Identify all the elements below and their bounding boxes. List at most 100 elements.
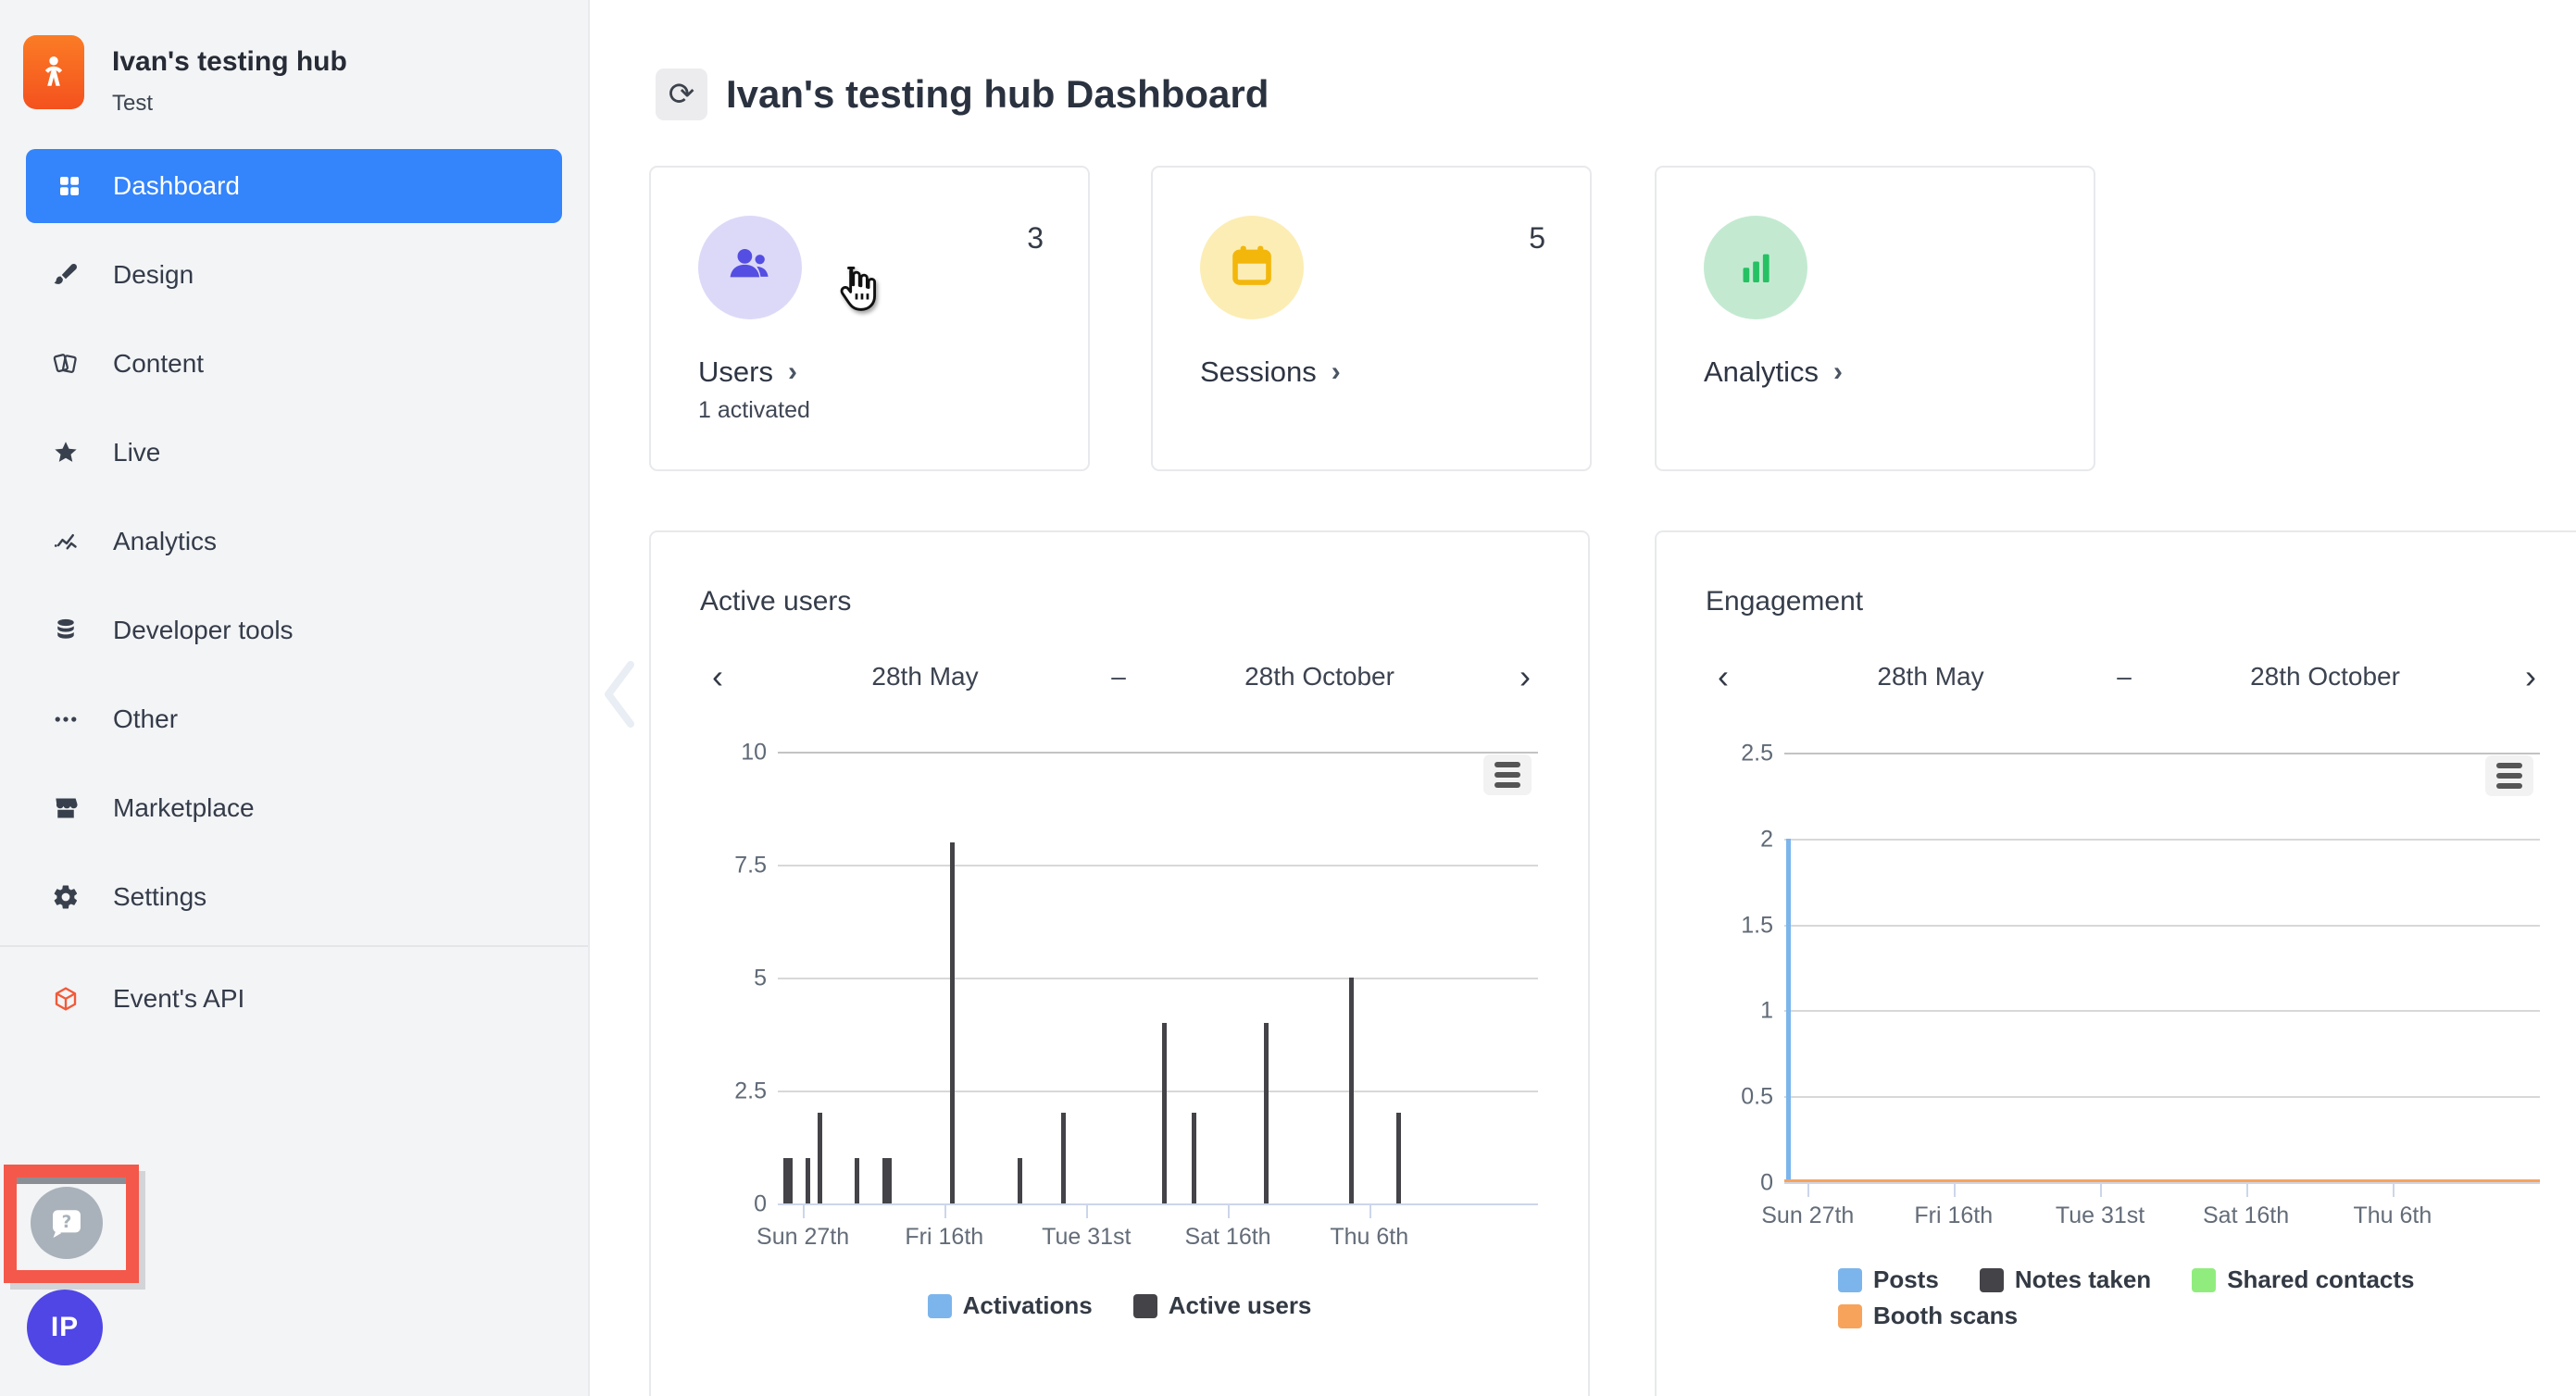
range-start-date[interactable]: 28th May bbox=[871, 662, 979, 691]
sidebar-item-label: Developer tools bbox=[113, 616, 294, 644]
legend-item-posts[interactable]: Posts bbox=[1838, 1265, 1939, 1294]
sidebar-nav: Dashboard Design Content Live Analytics Devel… bbox=[0, 142, 588, 941]
sidebar-item-other[interactable]: Other bbox=[0, 675, 588, 764]
stat-card-count: 3 bbox=[1027, 221, 1044, 255]
y-gridline bbox=[1784, 1010, 2540, 1013]
bar-chart-icon bbox=[1731, 241, 1781, 295]
legend-item-active-users[interactable]: Active users bbox=[1132, 1291, 1311, 1320]
calendar-icon bbox=[1227, 241, 1277, 295]
sidebar-item-content[interactable]: Content bbox=[0, 319, 588, 408]
legend-swatch bbox=[1132, 1293, 1157, 1318]
next-range-button[interactable]: › bbox=[1519, 657, 1531, 695]
sidebar-item-event-s-api[interactable]: Event's API bbox=[0, 957, 588, 1041]
data-bar-active-users bbox=[882, 1158, 888, 1203]
sidebar-item-live[interactable]: Live bbox=[0, 408, 588, 497]
legend-item-shared-contacts[interactable]: Shared contacts bbox=[2192, 1265, 2415, 1294]
database-icon bbox=[52, 617, 80, 644]
cards-icon bbox=[52, 350, 80, 378]
x-axis-label: Fri 16th bbox=[1914, 1203, 1994, 1228]
pulse-icon bbox=[52, 528, 80, 555]
stat-card-link[interactable]: Users › bbox=[698, 355, 797, 389]
y-axis-label: 0.5 bbox=[1741, 1083, 1773, 1110]
legend-item-activations[interactable]: Activations bbox=[927, 1291, 1093, 1320]
help-button[interactable]: ? bbox=[31, 1187, 103, 1259]
y-gridline bbox=[1784, 1096, 2540, 1099]
org-header[interactable]: Ivan's testing hub Test bbox=[23, 35, 347, 117]
y-axis-label: 1.5 bbox=[1741, 912, 1773, 939]
x-axis-tick bbox=[2245, 1184, 2248, 1197]
chat-question-icon: ? bbox=[53, 1210, 81, 1239]
y-gridline bbox=[778, 865, 1538, 866]
x-axis-tick bbox=[1953, 1184, 1956, 1197]
stat-card-analytics[interactable]: Analytics › bbox=[1655, 166, 2095, 471]
sidebar-item-design[interactable]: Design bbox=[0, 231, 588, 319]
sidebar-item-dashboard[interactable]: Dashboard bbox=[26, 149, 562, 223]
range-separator: – bbox=[2117, 662, 2132, 691]
dots-icon bbox=[52, 705, 80, 733]
sidebar-item-analytics[interactable]: Analytics bbox=[0, 497, 588, 586]
x-axis-label: Tue 31st bbox=[2055, 1203, 2145, 1228]
users-icon bbox=[725, 241, 775, 295]
range-end-date[interactable]: 28th October bbox=[1244, 662, 1394, 691]
sidebar-item-label: Marketplace bbox=[113, 793, 255, 822]
y-gridline bbox=[1784, 753, 2540, 754]
y-gridline bbox=[778, 752, 1538, 754]
chart-context-menu-button[interactable] bbox=[2485, 755, 2533, 796]
sidebar-item-settings[interactable]: Settings bbox=[0, 853, 588, 941]
x-axis-label: Thu 6th bbox=[1330, 1224, 1409, 1250]
hamburger-bar bbox=[2496, 783, 2522, 789]
brush-icon bbox=[52, 261, 80, 289]
data-bar-active-users bbox=[854, 1158, 859, 1203]
sidebar-collapse-icon[interactable] bbox=[597, 657, 640, 731]
refresh-button[interactable]: ⟳ bbox=[656, 69, 707, 120]
data-bar-active-users bbox=[788, 1158, 794, 1203]
data-bar-active-users bbox=[1162, 1022, 1168, 1203]
x-axis-tick bbox=[1228, 1205, 1231, 1218]
x-axis-tick bbox=[1086, 1205, 1089, 1218]
legend-item-notes-taken[interactable]: Notes taken bbox=[1979, 1265, 2151, 1294]
prev-range-button[interactable]: ‹ bbox=[712, 657, 723, 695]
y-gridline bbox=[778, 1091, 1538, 1092]
legend-item-booth-scans[interactable]: Booth scans bbox=[1838, 1302, 2018, 1330]
legend-label: Shared contacts bbox=[2227, 1265, 2415, 1293]
x-axis-tick bbox=[2392, 1184, 2395, 1197]
chart-context-menu-button[interactable] bbox=[1483, 754, 1532, 795]
help-annotation-highlight bbox=[4, 1165, 139, 1283]
app-logo-icon bbox=[23, 35, 84, 109]
gear-icon bbox=[52, 883, 80, 911]
x-axis-label: Fri 16th bbox=[905, 1224, 984, 1250]
stat-card-link[interactable]: Sessions › bbox=[1200, 355, 1341, 389]
user-avatar[interactable]: IP bbox=[27, 1290, 103, 1365]
stat-card-users[interactable]: 3 Users › 1 activated bbox=[649, 166, 1090, 471]
data-bar-active-users bbox=[950, 841, 956, 1203]
sidebar-item-marketplace[interactable]: Marketplace bbox=[0, 764, 588, 853]
data-bar-active-users bbox=[1264, 1022, 1269, 1203]
stat-card-count: 5 bbox=[1529, 221, 1545, 255]
stat-card-sessions[interactable]: 5 Sessions › bbox=[1151, 166, 1592, 471]
range-end-date[interactable]: 28th October bbox=[2250, 662, 2400, 691]
range-start-date[interactable]: 28th May bbox=[1877, 662, 1984, 691]
x-axis-label: Sat 16th bbox=[2202, 1203, 2290, 1228]
x-axis-label: Sun 27th bbox=[757, 1224, 850, 1250]
y-axis-label: 0 bbox=[1760, 1169, 1773, 1196]
sidebar-item-label: Event's API bbox=[113, 984, 245, 1013]
store-icon bbox=[52, 794, 80, 822]
org-name: Ivan's testing hub bbox=[112, 46, 347, 77]
chart-title: Engagement bbox=[1706, 586, 1864, 617]
hamburger-bar bbox=[1494, 762, 1520, 767]
x-axis-line bbox=[1784, 1182, 2540, 1184]
next-range-button[interactable]: › bbox=[2525, 657, 2536, 695]
date-range-nav: ‹ 28th May – 28th October › bbox=[1657, 651, 2576, 703]
x-axis-tick bbox=[803, 1205, 806, 1218]
sidebar-item-label: Other bbox=[113, 704, 179, 733]
legend-swatch bbox=[1838, 1303, 1862, 1328]
stat-card-label: Sessions bbox=[1200, 355, 1317, 388]
sidebar-item-developer-tools[interactable]: Developer tools bbox=[0, 586, 588, 675]
prev-range-button[interactable]: ‹ bbox=[1718, 657, 1729, 695]
data-bar-active-users bbox=[782, 1158, 788, 1203]
page-title: Ivan's testing hub Dashboard bbox=[726, 72, 1269, 116]
y-axis-label: 0 bbox=[754, 1190, 767, 1217]
x-axis-line bbox=[778, 1203, 1538, 1205]
stat-card-link[interactable]: Analytics › bbox=[1704, 355, 1843, 389]
